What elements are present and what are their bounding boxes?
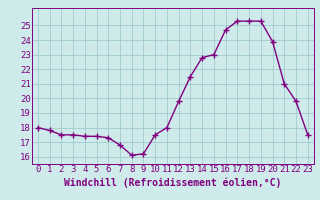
- X-axis label: Windchill (Refroidissement éolien,°C): Windchill (Refroidissement éolien,°C): [64, 177, 282, 188]
